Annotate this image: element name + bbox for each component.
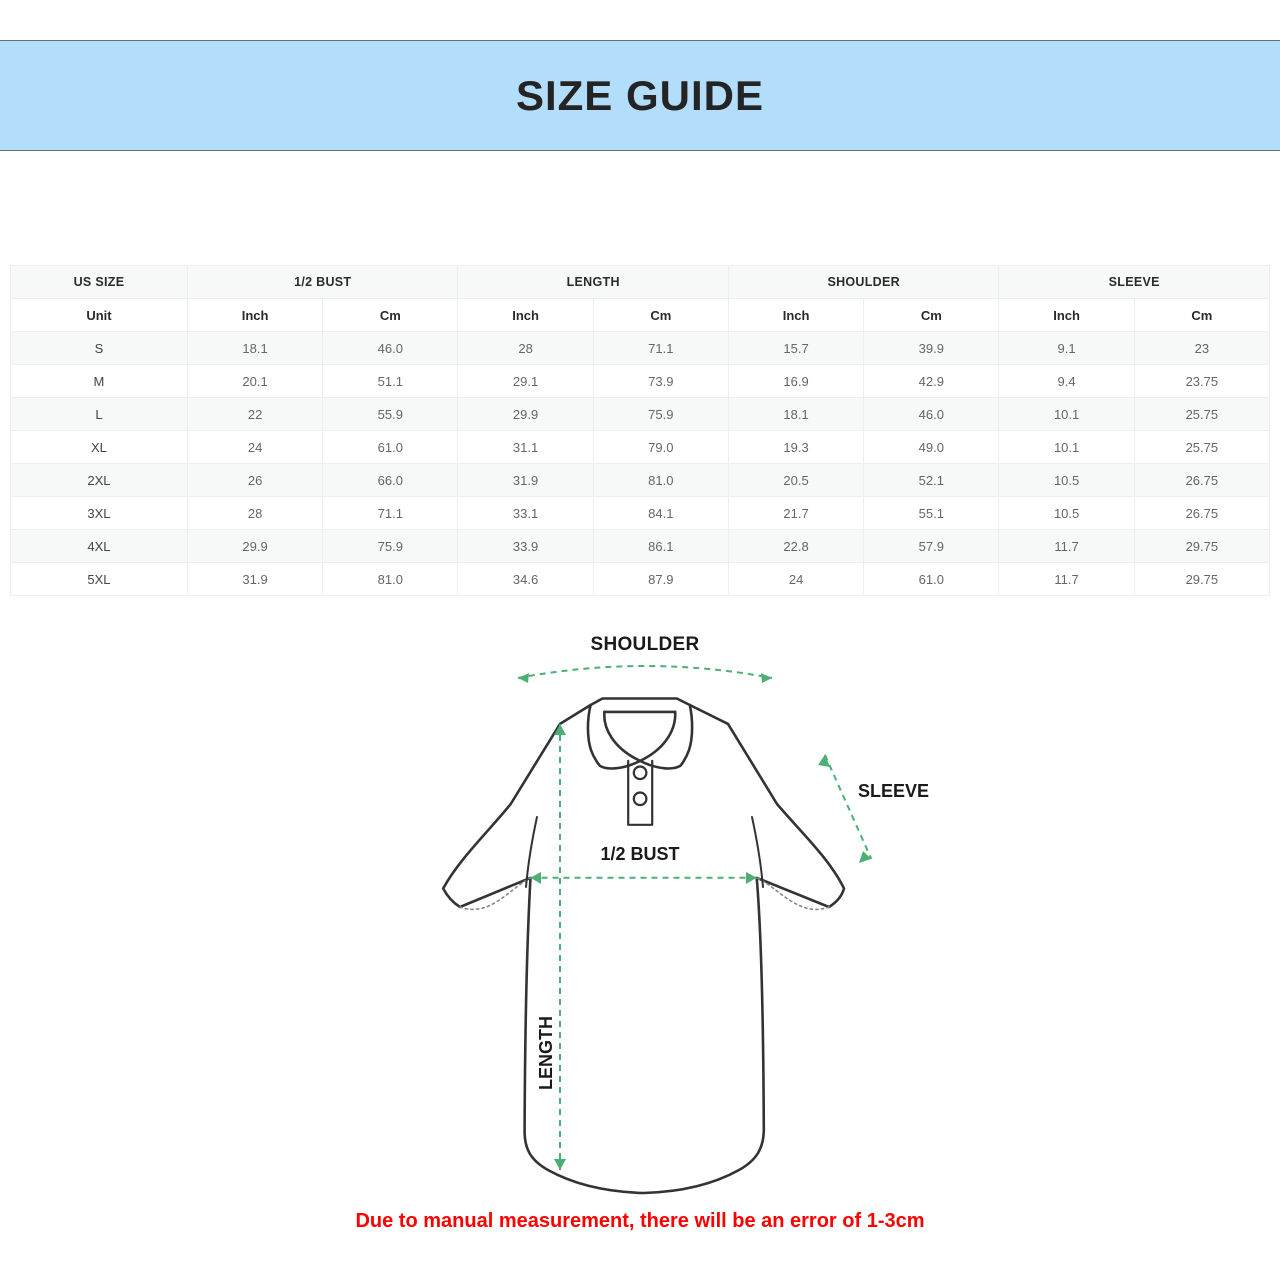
svg-text:1/2 BUST: 1/2 BUST xyxy=(600,844,679,864)
svg-text:LENGTH: LENGTH xyxy=(536,1016,556,1090)
svg-text:SHOULDER: SHOULDER xyxy=(590,634,699,655)
svg-text:SLEEVE: SLEEVE xyxy=(858,781,929,801)
